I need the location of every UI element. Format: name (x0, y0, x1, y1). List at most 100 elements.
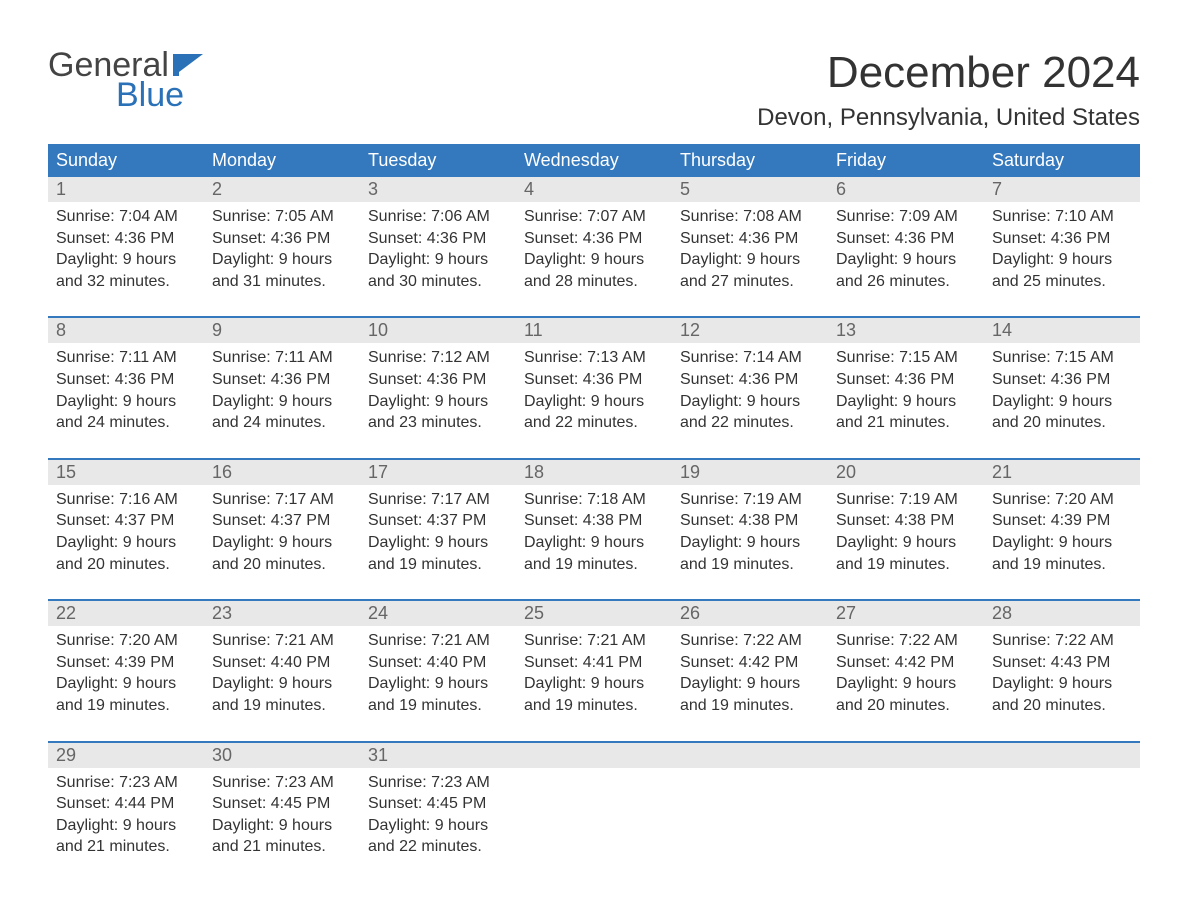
sunrise-text: Sunrise: 7:13 AM (524, 347, 664, 369)
day-cell: Sunrise: 7:21 AMSunset: 4:40 PMDaylight:… (360, 626, 516, 730)
day-number: 31 (360, 743, 516, 768)
sunrise-text: Sunrise: 7:08 AM (680, 206, 820, 228)
day-cell (984, 768, 1140, 872)
daylight-line1: Daylight: 9 hours (680, 391, 820, 413)
day-cell: Sunrise: 7:15 AMSunset: 4:36 PMDaylight:… (984, 343, 1140, 447)
day-cell: Sunrise: 7:21 AMSunset: 4:41 PMDaylight:… (516, 626, 672, 730)
day-number: 26 (672, 601, 828, 626)
daylight-line1: Daylight: 9 hours (836, 673, 976, 695)
day-number-row: 1234567 (48, 177, 1140, 202)
sunrise-text: Sunrise: 7:21 AM (212, 630, 352, 652)
daylight-line1: Daylight: 9 hours (680, 532, 820, 554)
daylight-line1: Daylight: 9 hours (56, 249, 196, 271)
daylight-line2: and 19 minutes. (524, 695, 664, 717)
sunrise-text: Sunrise: 7:06 AM (368, 206, 508, 228)
daylight-line2: and 23 minutes. (368, 412, 508, 434)
sunset-text: Sunset: 4:39 PM (992, 510, 1132, 532)
day-cell (672, 768, 828, 872)
daylight-line2: and 28 minutes. (524, 271, 664, 293)
day-number: 18 (516, 460, 672, 485)
sunrise-text: Sunrise: 7:11 AM (212, 347, 352, 369)
month-title: December 2024 (757, 48, 1140, 98)
day-number: 1 (48, 177, 204, 202)
day-number: 15 (48, 460, 204, 485)
day-cell: Sunrise: 7:17 AMSunset: 4:37 PMDaylight:… (204, 485, 360, 589)
day-number (672, 743, 828, 768)
day-header: Tuesday (360, 144, 516, 177)
sunrise-text: Sunrise: 7:20 AM (56, 630, 196, 652)
daylight-line2: and 24 minutes. (212, 412, 352, 434)
day-number: 8 (48, 318, 204, 343)
day-number-row: 15161718192021 (48, 460, 1140, 485)
day-number: 10 (360, 318, 516, 343)
day-number: 12 (672, 318, 828, 343)
day-cell: Sunrise: 7:14 AMSunset: 4:36 PMDaylight:… (672, 343, 828, 447)
daylight-line2: and 21 minutes. (212, 836, 352, 858)
sunset-text: Sunset: 4:39 PM (56, 652, 196, 674)
sunrise-text: Sunrise: 7:20 AM (992, 489, 1132, 511)
sunset-text: Sunset: 4:42 PM (836, 652, 976, 674)
daylight-line1: Daylight: 9 hours (368, 532, 508, 554)
sunrise-text: Sunrise: 7:16 AM (56, 489, 196, 511)
daylight-line1: Daylight: 9 hours (524, 673, 664, 695)
day-cell: Sunrise: 7:06 AMSunset: 4:36 PMDaylight:… (360, 202, 516, 306)
day-cell: Sunrise: 7:05 AMSunset: 4:36 PMDaylight:… (204, 202, 360, 306)
day-number: 6 (828, 177, 984, 202)
page-header: General Blue December 2024 Devon, Pennsy… (48, 48, 1140, 132)
daylight-line1: Daylight: 9 hours (524, 532, 664, 554)
day-header: Wednesday (516, 144, 672, 177)
sunset-text: Sunset: 4:36 PM (212, 228, 352, 250)
day-number: 21 (984, 460, 1140, 485)
sunset-text: Sunset: 4:36 PM (368, 228, 508, 250)
calendar-week: 1234567Sunrise: 7:04 AMSunset: 4:36 PMDa… (48, 177, 1140, 306)
day-number: 9 (204, 318, 360, 343)
day-number: 2 (204, 177, 360, 202)
sunrise-text: Sunrise: 7:15 AM (992, 347, 1132, 369)
sunrise-text: Sunrise: 7:21 AM (524, 630, 664, 652)
sunrise-text: Sunrise: 7:18 AM (524, 489, 664, 511)
day-cell: Sunrise: 7:23 AMSunset: 4:45 PMDaylight:… (204, 768, 360, 872)
day-number: 17 (360, 460, 516, 485)
daylight-line2: and 22 minutes. (524, 412, 664, 434)
daylight-line2: and 19 minutes. (368, 695, 508, 717)
sunrise-text: Sunrise: 7:10 AM (992, 206, 1132, 228)
calendar-week: 22232425262728Sunrise: 7:20 AMSunset: 4:… (48, 599, 1140, 730)
day-number: 11 (516, 318, 672, 343)
sunrise-text: Sunrise: 7:23 AM (212, 772, 352, 794)
day-number: 24 (360, 601, 516, 626)
sunrise-text: Sunrise: 7:04 AM (56, 206, 196, 228)
sunrise-text: Sunrise: 7:07 AM (524, 206, 664, 228)
day-header: Saturday (984, 144, 1140, 177)
sunrise-text: Sunrise: 7:22 AM (992, 630, 1132, 652)
day-cell: Sunrise: 7:15 AMSunset: 4:36 PMDaylight:… (828, 343, 984, 447)
day-number: 7 (984, 177, 1140, 202)
sunset-text: Sunset: 4:38 PM (836, 510, 976, 532)
day-headers-row: Sunday Monday Tuesday Wednesday Thursday… (48, 144, 1140, 177)
daylight-line2: and 20 minutes. (992, 695, 1132, 717)
daylight-line2: and 19 minutes. (212, 695, 352, 717)
sunrise-text: Sunrise: 7:19 AM (836, 489, 976, 511)
day-cell: Sunrise: 7:23 AMSunset: 4:45 PMDaylight:… (360, 768, 516, 872)
sunrise-text: Sunrise: 7:12 AM (368, 347, 508, 369)
sunset-text: Sunset: 4:44 PM (56, 793, 196, 815)
sunset-text: Sunset: 4:36 PM (680, 228, 820, 250)
calendar: Sunday Monday Tuesday Wednesday Thursday… (48, 144, 1140, 872)
sunset-text: Sunset: 4:36 PM (56, 369, 196, 391)
day-number-row: 891011121314 (48, 318, 1140, 343)
title-block: December 2024 Devon, Pennsylvania, Unite… (757, 48, 1140, 132)
day-cell: Sunrise: 7:19 AMSunset: 4:38 PMDaylight:… (672, 485, 828, 589)
day-cell: Sunrise: 7:18 AMSunset: 4:38 PMDaylight:… (516, 485, 672, 589)
sunset-text: Sunset: 4:38 PM (524, 510, 664, 532)
daylight-line1: Daylight: 9 hours (368, 391, 508, 413)
daylight-line2: and 19 minutes. (680, 695, 820, 717)
calendar-week: 15161718192021Sunrise: 7:16 AMSunset: 4:… (48, 458, 1140, 589)
sunrise-text: Sunrise: 7:17 AM (212, 489, 352, 511)
day-number: 19 (672, 460, 828, 485)
sunset-text: Sunset: 4:37 PM (56, 510, 196, 532)
daylight-line1: Daylight: 9 hours (680, 673, 820, 695)
day-cell: Sunrise: 7:12 AMSunset: 4:36 PMDaylight:… (360, 343, 516, 447)
day-number: 28 (984, 601, 1140, 626)
day-number: 3 (360, 177, 516, 202)
day-number: 25 (516, 601, 672, 626)
daylight-line1: Daylight: 9 hours (212, 249, 352, 271)
